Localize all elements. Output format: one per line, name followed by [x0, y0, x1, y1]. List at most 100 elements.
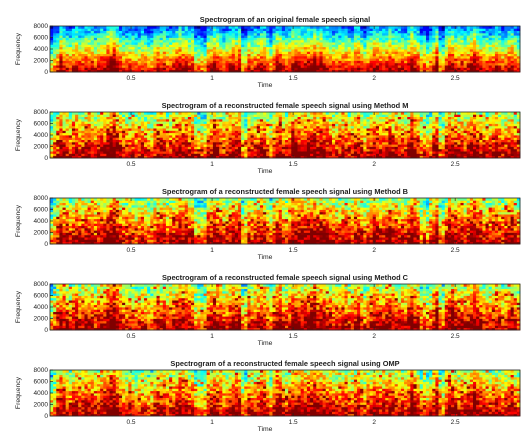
spectrogram-cell [191, 44, 195, 47]
spectrogram-cell [210, 61, 214, 64]
spectrogram-cell [304, 121, 308, 124]
spectrogram-cell [182, 153, 186, 156]
spectrogram-cell [194, 149, 198, 152]
spectrogram-cell [276, 65, 280, 68]
spectrogram-cell [222, 65, 226, 68]
spectrogram-cell [188, 117, 192, 120]
spectrogram-cell [282, 35, 286, 38]
spectrogram-cell [175, 135, 179, 138]
spectrogram-cell [166, 149, 170, 152]
spectrogram-cell [385, 26, 389, 29]
spectrogram-cell [288, 51, 292, 54]
spectrogram-cell [150, 128, 154, 131]
spectrogram-cell [200, 61, 204, 64]
spectrogram-cell [63, 140, 67, 143]
spectrogram-cell [160, 44, 164, 47]
spectrogram-cell [191, 33, 195, 36]
spectrogram-cell [191, 31, 195, 34]
spectrogram-cell [357, 63, 361, 66]
spectrogram-cell [413, 47, 417, 50]
spectrogram-cell [88, 58, 92, 61]
spectrogram-cell [498, 54, 502, 57]
spectrogram-cell [166, 124, 170, 127]
spectrogram-cell [247, 142, 251, 145]
spectrogram-cell [507, 47, 511, 50]
spectrogram-cell [185, 140, 189, 143]
spectrogram-cell [420, 35, 424, 38]
spectrogram-cell [307, 147, 311, 150]
spectrogram-cell [426, 58, 430, 61]
spectrogram-cell [511, 42, 515, 45]
spectrogram-cell [178, 65, 182, 68]
spectrogram-cell [251, 49, 255, 52]
x-axis-label: Time [258, 82, 273, 89]
spectrogram-cell [332, 151, 336, 154]
spectrogram-cell [153, 31, 157, 34]
spectrogram-cell [423, 65, 427, 68]
spectrogram-cell [366, 35, 370, 38]
spectrogram-cell [360, 61, 364, 64]
spectrogram-cell [489, 65, 493, 68]
spectrogram-cell [157, 31, 161, 34]
spectrogram-cell [188, 47, 192, 50]
spectrogram-cell [219, 119, 223, 122]
spectrogram-cell [272, 151, 276, 154]
spectrogram-cell [219, 44, 223, 47]
spectrogram-cell [113, 31, 117, 34]
spectrogram-cell [53, 114, 57, 117]
spectrogram-cell [182, 112, 186, 115]
spectrogram-cell [69, 28, 73, 31]
spectrogram-cell [360, 49, 364, 52]
spectrogram-cell [251, 65, 255, 68]
spectrogram-cell [504, 54, 508, 57]
spectrogram-cell [495, 42, 499, 45]
spectrogram-cell [244, 65, 248, 68]
spectrogram-cell [417, 47, 421, 50]
spectrogram-cell [298, 117, 302, 120]
spectrogram-cell [294, 65, 298, 68]
spectrogram-cell [163, 58, 167, 61]
spectrogram-cell [476, 26, 480, 29]
spectrogram-cell [326, 31, 330, 34]
spectrogram-cell [197, 58, 201, 61]
spectrogram-cell [511, 51, 515, 54]
spectrogram-cell [251, 135, 255, 138]
spectrogram-cell [348, 56, 352, 59]
spectrogram-cell [254, 40, 258, 43]
spectrogram-cell [341, 51, 345, 54]
spectrogram-cell [66, 121, 70, 124]
spectrogram-cell [213, 149, 217, 152]
spectrogram-cell [94, 61, 98, 64]
spectrogram-cell [53, 28, 57, 31]
spectrogram-cell [56, 137, 60, 140]
spectrogram-cell [166, 35, 170, 38]
spectrogram-cell [225, 26, 229, 29]
spectrogram-cell [335, 26, 339, 29]
spectrogram-cell [138, 63, 142, 66]
spectrogram-cell [310, 35, 314, 38]
spectrogram-cell [313, 153, 317, 156]
spectrogram-cell [338, 40, 342, 43]
spectrogram-cell [304, 149, 308, 152]
spectrogram-cell [78, 61, 82, 64]
spectrogram-cell [144, 65, 148, 68]
spectrogram-cell [138, 133, 142, 136]
spectrogram-cell [122, 58, 126, 61]
spectrogram-cell [310, 151, 314, 154]
spectrogram-cell [72, 67, 76, 70]
spectrogram-cell [166, 67, 170, 70]
spectrogram-cell [429, 63, 433, 66]
spectrogram-cell [435, 33, 439, 36]
spectrogram-cell [476, 54, 480, 57]
spectrogram-cell [222, 121, 226, 124]
spectrogram-cell [204, 42, 208, 45]
spectrogram-cell [122, 67, 126, 70]
spectrogram-cell [345, 26, 349, 29]
spectrogram-cell [200, 38, 204, 41]
spectrogram-cell [103, 149, 107, 152]
spectrogram-cell [404, 38, 408, 41]
spectrogram-cell [429, 26, 433, 29]
spectrogram-cell [398, 42, 402, 45]
spectrogram-cell [335, 114, 339, 117]
spectrogram-cell [301, 126, 305, 129]
